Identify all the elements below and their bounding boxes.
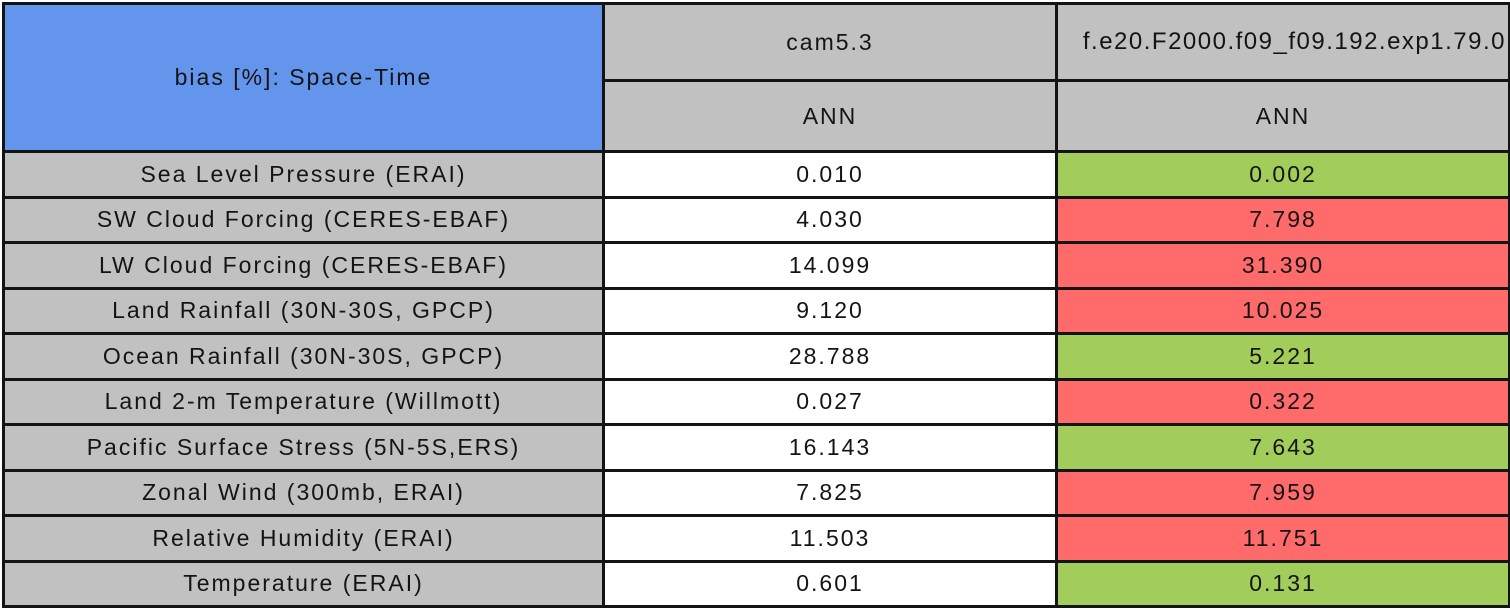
- exp-value-cell: 31.390: [1055, 241, 1510, 290]
- row-label: SW Cloud Forcing (CERES-EBAF): [2, 195, 605, 244]
- model-header-exp: f.e20.F2000.f09_f09.192.exp1.79.0: [1055, 2, 1510, 82]
- cam-value-cell: 11.503: [602, 514, 1058, 563]
- exp-value-cell: 10.025: [1055, 286, 1510, 335]
- table-row: LW Cloud Forcing (CERES-EBAF) 14.099 31.…: [2, 241, 1510, 290]
- row-label: Sea Level Pressure (ERAI): [2, 150, 605, 199]
- table-row: Sea Level Pressure (ERAI) 0.010 0.002: [2, 150, 1510, 199]
- season-header-cam: ANN: [602, 79, 1058, 153]
- exp-value-cell: 0.131: [1055, 559, 1510, 608]
- model-header-row: bias [%]: Space-Time cam5.3 f.e20.F2000.…: [2, 2, 1510, 153]
- exp-value-cell: 5.221: [1055, 332, 1510, 381]
- exp-value-cell: 0.322: [1055, 377, 1510, 426]
- table-title: bias [%]: Space-Time: [2, 2, 605, 153]
- season-header-exp: ANN: [1055, 79, 1510, 153]
- table-row: Zonal Wind (300mb, ERAI) 7.825 7.959: [2, 468, 1510, 517]
- table-row: Relative Humidity (ERAI) 11.503 11.751: [2, 514, 1510, 563]
- exp-value-cell: 7.643: [1055, 423, 1510, 472]
- cam-value-cell: 7.825: [602, 468, 1058, 517]
- exp-value-cell: 0.002: [1055, 150, 1510, 199]
- table-row: SW Cloud Forcing (CERES-EBAF) 4.030 7.79…: [2, 195, 1510, 244]
- exp-value-cell: 7.959: [1055, 468, 1510, 517]
- table-row: Land 2-m Temperature (Willmott) 0.027 0.…: [2, 377, 1510, 426]
- cam-value-cell: 0.027: [602, 377, 1058, 426]
- row-label: Pacific Surface Stress (5N-5S,ERS): [2, 423, 605, 472]
- table-row: Land Rainfall (30N-30S, GPCP) 9.120 10.0…: [2, 286, 1510, 335]
- row-label: Land 2-m Temperature (Willmott): [2, 377, 605, 426]
- exp-value-cell: 11.751: [1055, 514, 1510, 563]
- table-row: Pacific Surface Stress (5N-5S,ERS) 16.14…: [2, 423, 1510, 472]
- cam-value-cell: 9.120: [602, 286, 1058, 335]
- exp-value-cell: 7.798: [1055, 195, 1510, 244]
- cam-value-cell: 16.143: [602, 423, 1058, 472]
- row-label: LW Cloud Forcing (CERES-EBAF): [2, 241, 605, 290]
- row-label: Land Rainfall (30N-30S, GPCP): [2, 286, 605, 335]
- cam-value-cell: 4.030: [602, 195, 1058, 244]
- cam-value-cell: 14.099: [602, 241, 1058, 290]
- table-row: Ocean Rainfall (30N-30S, GPCP) 28.788 5.…: [2, 332, 1510, 381]
- row-label: Ocean Rainfall (30N-30S, GPCP): [2, 332, 605, 381]
- cam-value-cell: 28.788: [602, 332, 1058, 381]
- row-label: Zonal Wind (300mb, ERAI): [2, 468, 605, 517]
- model-header-cam: cam5.3: [602, 2, 1058, 82]
- season-header-row: ANN ANN: [4, 79, 1510, 153]
- row-label: Relative Humidity (ERAI): [2, 514, 605, 563]
- cam-value-cell: 0.010: [602, 150, 1058, 199]
- cam-value-cell: 0.601: [602, 559, 1058, 608]
- model-header-exp-label: f.e20.F2000.f09_f09.192.exp1.79.0: [1082, 28, 1506, 55]
- row-label: Temperature (ERAI): [2, 559, 605, 608]
- table-row: Temperature (ERAI) 0.601 0.131: [2, 559, 1510, 608]
